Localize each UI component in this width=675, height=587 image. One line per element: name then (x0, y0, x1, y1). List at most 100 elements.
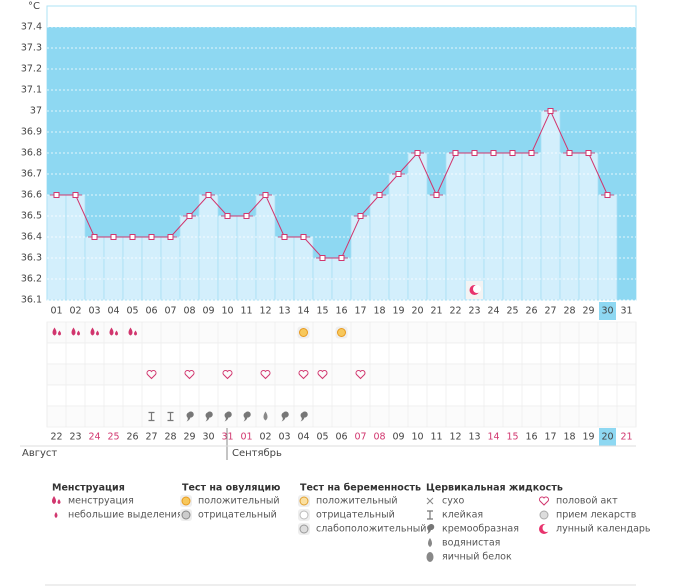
symbol-row (46, 405, 637, 428)
icon-drop (128, 327, 133, 336)
icon-drop (96, 330, 99, 336)
cycle-day-label: 15 (316, 306, 328, 317)
temp-column (559, 152, 580, 301)
temp-point (72, 192, 79, 198)
temp-point (490, 150, 497, 156)
cycle-day-label: 12 (259, 306, 271, 317)
icon-heart (184, 370, 195, 380)
cycle-day-label: 13 (278, 306, 290, 317)
icon-preg (299, 524, 309, 534)
temp-point (357, 213, 364, 219)
icon-creamy (281, 411, 289, 422)
temp-point (528, 150, 535, 156)
icon-drop (54, 512, 58, 518)
date-label: 07 (354, 432, 366, 443)
temp-column (464, 152, 485, 301)
cycle-day-label: 29 (582, 306, 594, 317)
month-label: Август (22, 448, 57, 459)
icon-creamy (243, 411, 251, 422)
cycle-day-label: 26 (525, 306, 537, 317)
cycle-day-label: 06 (145, 306, 157, 317)
date-label: 09 (392, 432, 404, 443)
temp-column (160, 236, 181, 301)
cycle-day-label: 24 (487, 306, 499, 317)
date-label: 29 (183, 432, 195, 443)
temp-column (293, 236, 314, 301)
date-label: 25 (107, 432, 119, 443)
date-label: 26 (126, 432, 138, 443)
icon-creamy (224, 411, 232, 422)
y-tick-label: 37.3 (21, 43, 42, 54)
temp-column (521, 152, 542, 301)
temp-point (547, 108, 554, 114)
date-label: 02 (259, 432, 271, 443)
temp-point (604, 192, 611, 198)
y-tick-label: 36.5 (21, 211, 42, 222)
temp-column (198, 194, 219, 301)
icon-sticky (167, 411, 174, 422)
cycle-day-label: 10 (221, 306, 233, 317)
legend-item: отрицательный (198, 510, 277, 521)
icon-preg (299, 496, 309, 506)
cycle-day-label: 27 (544, 306, 556, 317)
legend-item: небольшие выделения (68, 510, 183, 521)
temp-column (502, 152, 523, 301)
icon-drop (115, 330, 118, 336)
temp-point (224, 213, 231, 219)
temp-point (110, 234, 117, 240)
date-label: 04 (297, 432, 309, 443)
y-tick-label: 36.2 (21, 274, 42, 285)
temp-point (338, 255, 345, 261)
y-tick-label: 37 (30, 106, 42, 117)
cycle-day-label: 22 (449, 306, 461, 317)
y-unit: °C (28, 1, 40, 12)
y-tick-label: 37.4 (21, 22, 42, 33)
date-label: 12 (449, 432, 461, 443)
date-label: 05 (316, 432, 328, 443)
temp-column (483, 152, 504, 301)
temp-column (426, 194, 447, 301)
temp-column (103, 236, 124, 301)
today-cycle-bg (599, 302, 616, 320)
temp-point (129, 234, 136, 240)
date-label: 10 (411, 432, 423, 443)
y-tick-label: 36.8 (21, 148, 42, 159)
temp-point (566, 150, 573, 156)
cycle-day-label: 30 (601, 306, 613, 317)
icon-heart (539, 496, 549, 506)
cycle-day-label: 14 (297, 306, 309, 317)
legend-item: кремообразная (442, 524, 519, 535)
cycle-day-label: 05 (126, 306, 138, 317)
y-tick-label: 37.2 (21, 64, 42, 75)
icon-drop (71, 327, 76, 336)
icon-creamy (186, 411, 194, 422)
cycle-day-label: 02 (69, 306, 81, 317)
date-label: 15 (506, 432, 518, 443)
icon-heart (222, 370, 233, 380)
legend-item: слабоположительный (316, 524, 426, 535)
y-tick-label: 36.9 (21, 127, 42, 138)
icon-heart (317, 370, 328, 380)
temp-column (407, 152, 428, 301)
cycle-day-label: 18 (373, 306, 385, 317)
temp-column (445, 152, 466, 301)
date-label: 14 (487, 432, 499, 443)
temp-column (369, 194, 390, 301)
date-label: 17 (544, 432, 556, 443)
temp-column (597, 194, 618, 301)
legend-item: клейкая (442, 510, 483, 521)
temp-column (540, 110, 561, 301)
temp-point (281, 234, 288, 240)
temp-point (433, 192, 440, 198)
y-tick-label: 36.3 (21, 253, 42, 264)
temp-point (585, 150, 592, 156)
cycle-day-label: 17 (354, 306, 366, 317)
legend-item: положительный (198, 496, 280, 507)
temp-point (376, 192, 383, 198)
temp-point (300, 234, 307, 240)
icon-moon-in (542, 524, 551, 532)
legend-title: Тест на беременность (300, 483, 421, 494)
y-tick-label: 36.1 (21, 295, 42, 306)
cycle-day-label: 25 (506, 306, 518, 317)
